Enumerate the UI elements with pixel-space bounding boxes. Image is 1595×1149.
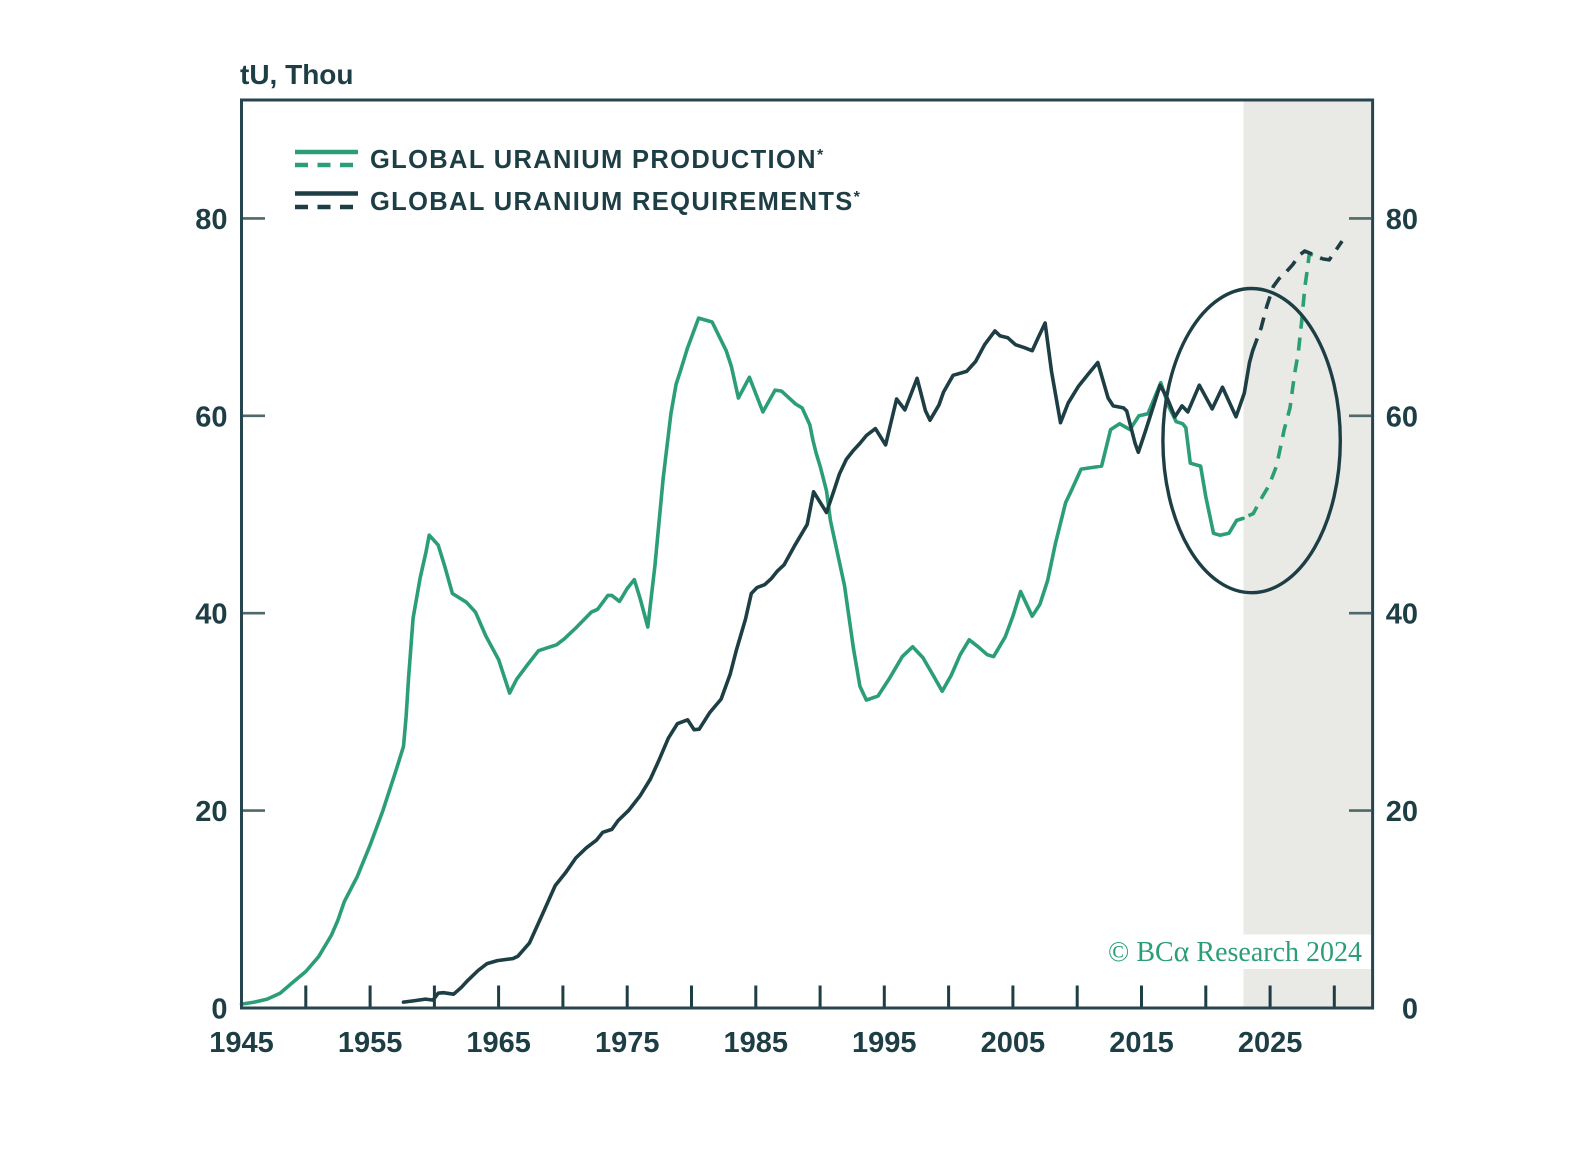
- svg-text:20: 20: [195, 796, 227, 828]
- svg-text:40: 40: [195, 599, 227, 631]
- svg-text:© BCα Research 2024: © BCα Research 2024: [1108, 935, 1362, 968]
- svg-text:GLOBAL URANIUM PRODUCTION*: GLOBAL URANIUM PRODUCTION*: [370, 146, 825, 174]
- svg-text:60: 60: [195, 401, 227, 433]
- svg-text:1965: 1965: [466, 1027, 531, 1059]
- svg-text:2015: 2015: [1109, 1027, 1174, 1059]
- svg-text:2005: 2005: [981, 1027, 1046, 1059]
- svg-text:1995: 1995: [852, 1027, 917, 1059]
- svg-text:1985: 1985: [724, 1027, 789, 1059]
- svg-text:tU, Thou: tU, Thou: [240, 59, 354, 90]
- svg-text:0: 0: [1402, 994, 1418, 1026]
- svg-text:40: 40: [1386, 599, 1418, 631]
- svg-text:GLOBAL URANIUM REQUIREMENTS*: GLOBAL URANIUM REQUIREMENTS*: [370, 188, 861, 216]
- svg-text:0: 0: [211, 994, 227, 1026]
- svg-text:1975: 1975: [595, 1027, 660, 1059]
- svg-text:1945: 1945: [209, 1027, 274, 1059]
- svg-text:60: 60: [1386, 401, 1418, 433]
- svg-text:1955: 1955: [338, 1027, 403, 1059]
- svg-text:80: 80: [195, 204, 227, 236]
- svg-text:2025: 2025: [1238, 1027, 1303, 1059]
- svg-text:20: 20: [1386, 796, 1418, 828]
- svg-text:80: 80: [1386, 204, 1418, 236]
